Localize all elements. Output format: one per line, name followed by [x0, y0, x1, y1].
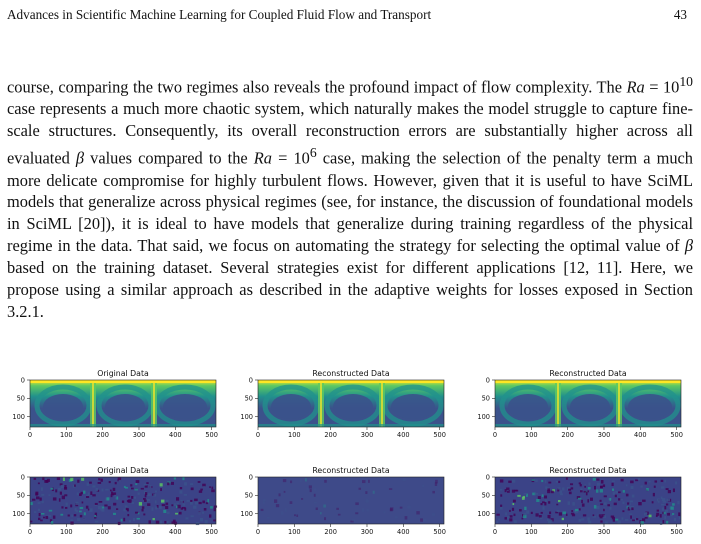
x-tick-label: 200: [96, 431, 109, 439]
x-tick-label: 100: [60, 528, 73, 536]
y-tick-label: 100: [477, 413, 490, 421]
math-run: = 10: [272, 148, 310, 168]
page-number: 43: [673, 7, 687, 22]
x-tick-label: 500: [670, 431, 683, 439]
text-run: case, making the selection of the penalt…: [7, 148, 693, 256]
figure-panel: Reconstructed Data 0 50 100 0 100 200 300 400 500: [465, 366, 691, 447]
math-run: = 10: [644, 77, 680, 97]
x-tick-label: 200: [324, 528, 337, 536]
figure-panel: Original Data 0 50 100 0 100 200 300 400 500: [0, 463, 226, 544]
x-tick-label: 0: [256, 431, 260, 439]
x-tick-label: 500: [433, 528, 446, 536]
panel-title: Reconstructed Data: [312, 369, 390, 378]
y-tick-label: 100: [240, 413, 253, 421]
text-run: course, comparing the two regimes also r…: [7, 77, 627, 97]
x-tick-label: 100: [525, 528, 538, 536]
y-tick-label: 100: [477, 510, 490, 518]
figure-panel: Reconstructed Data 0 50 100 0 100 200 300 400 500: [228, 463, 454, 544]
x-tick-label: 200: [96, 528, 109, 536]
x-tick-label: 400: [169, 528, 182, 536]
x-tick-label: 500: [205, 431, 218, 439]
heatmap-image: [495, 477, 681, 525]
x-tick-label: 0: [493, 528, 497, 536]
running-title: Advances in Scientific Machine Learning …: [7, 7, 432, 22]
heatmap-image: [30, 477, 218, 526]
y-tick-label: 100: [240, 510, 253, 518]
body-paragraph: course, comparing the two regimes also r…: [7, 71, 693, 323]
figure-panel: Reconstructed Data 0 50 100 0 100 200 300 400 500: [465, 463, 691, 544]
beta-symbol: β: [75, 148, 85, 168]
x-tick-label: 400: [634, 528, 647, 536]
heatmap-image: [258, 477, 444, 524]
y-tick-label: 0: [486, 376, 490, 384]
x-tick-label: 400: [397, 431, 410, 439]
x-tick-label: 0: [493, 431, 497, 439]
x-tick-label: 100: [525, 431, 538, 439]
heatmap-image: [258, 380, 444, 427]
panel-title: Reconstructed Data: [549, 369, 627, 378]
y-tick-label: 50: [17, 492, 25, 500]
y-tick-label: 50: [482, 395, 490, 403]
x-tick-label: 300: [598, 528, 611, 536]
y-tick-label: 50: [482, 492, 490, 500]
x-tick-label: 300: [361, 528, 374, 536]
x-tick-label: 100: [288, 431, 301, 439]
panel-title: Reconstructed Data: [312, 466, 390, 475]
x-tick-label: 400: [634, 431, 647, 439]
y-tick-label: 50: [17, 395, 25, 403]
x-tick-label: 100: [288, 528, 301, 536]
x-tick-label: 300: [361, 431, 374, 439]
x-tick-label: 300: [133, 431, 146, 439]
figure-panel: Reconstructed Data 0 50 100 0 100 200 300 400 500: [228, 366, 454, 447]
x-tick-label: 500: [433, 431, 446, 439]
x-tick-label: 100: [60, 431, 73, 439]
exponent: 10: [679, 74, 693, 89]
y-tick-label: 0: [249, 473, 253, 481]
x-tick-label: 0: [28, 528, 32, 536]
beta-symbol: β: [684, 236, 693, 256]
y-tick-label: 50: [245, 492, 253, 500]
running-head: Advances in Scientific Machine Learning …: [7, 6, 687, 24]
x-tick-label: 0: [28, 431, 32, 439]
panel-title: Original Data: [97, 466, 149, 475]
y-tick-label: 100: [12, 510, 25, 518]
x-tick-label: 200: [561, 528, 574, 536]
y-tick-label: 100: [12, 413, 25, 421]
paragraph-text: course, comparing the two regimes also r…: [7, 71, 693, 323]
x-tick-label: 400: [397, 528, 410, 536]
x-tick-label: 500: [205, 528, 218, 536]
text-run: values compared to the: [84, 148, 254, 168]
panel-title: Original Data: [97, 369, 149, 378]
x-tick-label: 300: [598, 431, 611, 439]
x-tick-label: 400: [169, 431, 182, 439]
y-tick-label: 50: [245, 395, 253, 403]
heatmap-image: [495, 380, 681, 427]
y-tick-label: 0: [21, 376, 25, 384]
y-tick-label: 0: [21, 473, 25, 481]
x-tick-label: 300: [133, 528, 146, 536]
rayleigh-symbol: Ra: [253, 148, 273, 168]
x-tick-label: 200: [324, 431, 337, 439]
y-tick-label: 0: [249, 376, 253, 384]
heatmap-image: [30, 380, 216, 427]
exponent: 6: [309, 145, 317, 161]
rayleigh-symbol: Ra: [626, 77, 645, 97]
text-run: based on the training dataset. Several s…: [7, 258, 693, 321]
figure-panel: Original Data 0 50 100 0 100 200 300 400 500: [0, 366, 226, 447]
x-tick-label: 500: [670, 528, 683, 536]
x-tick-label: 0: [256, 528, 260, 536]
x-tick-label: 200: [561, 431, 574, 439]
text-run: case represents a much more chaotic syst…: [7, 99, 693, 168]
y-tick-label: 0: [486, 473, 490, 481]
panel-title: Reconstructed Data: [549, 466, 627, 475]
